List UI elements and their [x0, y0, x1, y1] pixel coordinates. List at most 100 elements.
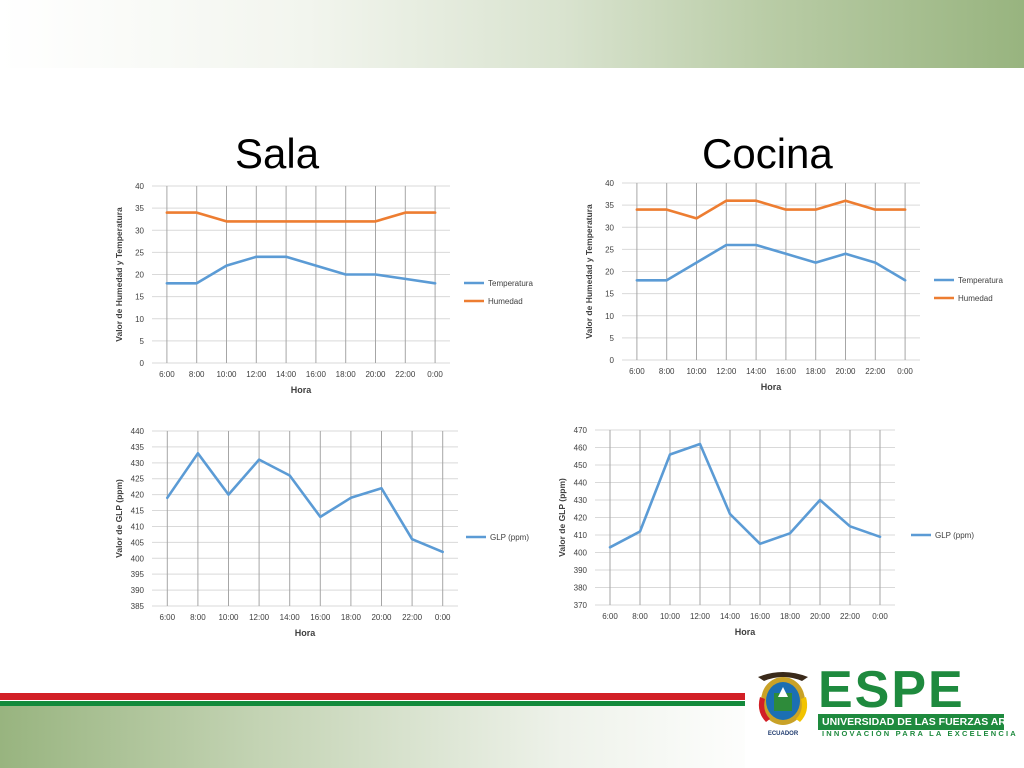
x-tick-label: 6:00 — [602, 612, 618, 621]
x-tick-label: 8:00 — [189, 370, 205, 379]
y-tick-label: 35 — [605, 201, 614, 210]
legend-label: Temperatura — [488, 279, 533, 288]
x-tick-label: 6:00 — [160, 613, 176, 622]
y-tick-label: 15 — [135, 293, 144, 302]
x-tick-label: 8:00 — [659, 367, 675, 376]
x-tick-label: 20:00 — [810, 612, 831, 621]
y-tick-label: 440 — [574, 479, 588, 488]
y-tick-label: 405 — [131, 538, 145, 547]
x-tick-label: 22:00 — [402, 613, 423, 622]
y-tick-label: 430 — [131, 459, 145, 468]
y-tick-label: 5 — [140, 337, 145, 346]
espe-motto: INNOVACIÓN PARA LA EXCELENCIA — [822, 729, 1018, 738]
y-tick-label: 20 — [605, 268, 614, 277]
x-tick-label: 18:00 — [341, 613, 362, 622]
y-tick-label: 420 — [574, 514, 588, 523]
x-tick-label: 8:00 — [632, 612, 648, 621]
legend-label: Humedad — [488, 297, 523, 306]
x-tick-label: 22:00 — [840, 612, 861, 621]
title-cocina: Cocina — [702, 130, 833, 177]
y-tick-label: 10 — [605, 312, 614, 321]
x-tick-label: 12:00 — [249, 613, 270, 622]
x-tick-label: 0:00 — [897, 367, 913, 376]
series-line-temperatura — [635, 243, 907, 282]
y-tick-label: 440 — [131, 427, 145, 436]
x-tick-label: 18:00 — [780, 612, 801, 621]
series-line-glp-ppm — [608, 442, 882, 549]
y-tick-label: 10 — [135, 315, 144, 324]
y-tick-label: 380 — [574, 584, 588, 593]
y-tick-label: 425 — [131, 475, 145, 484]
y-tick-label: 40 — [605, 179, 614, 188]
y-tick-label: 415 — [131, 507, 145, 516]
y-tick-label: 420 — [131, 491, 145, 500]
x-tick-label: 6:00 — [629, 367, 645, 376]
x-tick-label: 0:00 — [872, 612, 888, 621]
x-tick-label: 18:00 — [336, 370, 357, 379]
x-tick-label: 16:00 — [310, 613, 331, 622]
x-axis-label: Hora — [761, 382, 782, 392]
y-axis-label: Valor de GLP (ppm) — [114, 479, 124, 558]
y-tick-label: 0 — [610, 356, 615, 365]
y-tick-label: 390 — [574, 566, 588, 575]
espe-subtitle: UNIVERSIDAD DE LAS FUERZAS ARMADAS — [818, 714, 1024, 730]
red-stripe — [0, 693, 745, 700]
x-tick-label: 0:00 — [435, 613, 451, 622]
x-tick-label: 22:00 — [395, 370, 416, 379]
x-tick-label: 16:00 — [776, 367, 797, 376]
series-line-temperatura — [165, 255, 437, 285]
x-tick-label: 10:00 — [686, 367, 707, 376]
y-tick-label: 400 — [574, 549, 588, 558]
y-tick-label: 15 — [605, 290, 614, 299]
legend-label: Humedad — [958, 294, 993, 303]
title-sala: Sala — [235, 130, 320, 177]
chart-sala-glp: 385 390 395 400 405 410 415 420 425 430 435 440 6:00… — [114, 427, 529, 638]
y-tick-label: 390 — [131, 586, 145, 595]
chart-sala-temp-humidity: 0 5 10 15 20 25 30 35 40 6:00 8:00 10:00 12:00 14:00 1… — [114, 182, 533, 395]
crest-caption: ECUADOR — [768, 731, 799, 737]
x-tick-label: 10:00 — [218, 613, 239, 622]
y-tick-label: 0 — [140, 359, 145, 368]
y-tick-label: 30 — [605, 223, 614, 232]
x-tick-label: 8:00 — [190, 613, 206, 622]
series-line-humedad — [165, 211, 437, 223]
green-stripe — [0, 701, 745, 706]
y-tick-label: 410 — [131, 522, 145, 531]
x-tick-label: 14:00 — [280, 613, 301, 622]
x-axis-label: Hora — [291, 385, 312, 395]
x-tick-label: 20:00 — [365, 370, 386, 379]
y-tick-label: 5 — [610, 334, 615, 343]
espe-logo-text: ESPE — [818, 661, 965, 719]
legend-label: GLP (ppm) — [935, 531, 974, 540]
x-tick-label: 6:00 — [159, 370, 175, 379]
y-tick-label: 435 — [131, 443, 145, 452]
x-tick-label: 20:00 — [835, 367, 856, 376]
y-tick-label: 385 — [131, 602, 145, 611]
chart-cocina-glp: 370 380 390 400 410 420 430 440 450 460 470 6:00 8:0… — [557, 426, 974, 637]
x-tick-label: 16:00 — [750, 612, 771, 621]
x-tick-label: 22:00 — [865, 367, 886, 376]
y-tick-label: 20 — [135, 271, 144, 280]
x-tick-label: 0:00 — [427, 370, 443, 379]
y-tick-label: 25 — [135, 248, 144, 257]
y-tick-label: 370 — [574, 601, 588, 610]
top-decorative-bar — [0, 0, 1024, 68]
x-axis-label: Hora — [295, 628, 316, 638]
legend-label: GLP (ppm) — [490, 533, 529, 542]
y-tick-label: 410 — [574, 531, 588, 540]
y-axis-label: Valor de GLP (ppm) — [557, 478, 567, 557]
y-tick-label: 30 — [135, 226, 144, 235]
x-tick-label: 12:00 — [246, 370, 267, 379]
y-tick-label: 25 — [605, 245, 614, 254]
legend-label: Temperatura — [958, 276, 1003, 285]
y-tick-label: 40 — [135, 182, 144, 191]
y-axis-label: Valor de Humedad y Temperatura — [114, 207, 124, 342]
x-tick-label: 10:00 — [660, 612, 681, 621]
series-line-glp-ppm — [165, 451, 445, 554]
x-tick-label: 10:00 — [216, 370, 237, 379]
y-tick-label: 430 — [574, 496, 588, 505]
y-tick-label: 35 — [135, 204, 144, 213]
y-tick-label: 460 — [574, 444, 588, 453]
y-axis-label: Valor de Humedad y Temperatura — [584, 204, 594, 339]
series-line-humedad — [635, 199, 907, 220]
